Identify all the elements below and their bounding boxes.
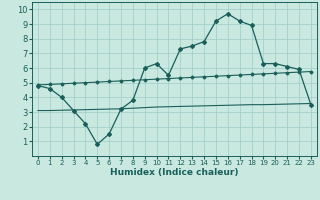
X-axis label: Humidex (Indice chaleur): Humidex (Indice chaleur) xyxy=(110,168,239,177)
